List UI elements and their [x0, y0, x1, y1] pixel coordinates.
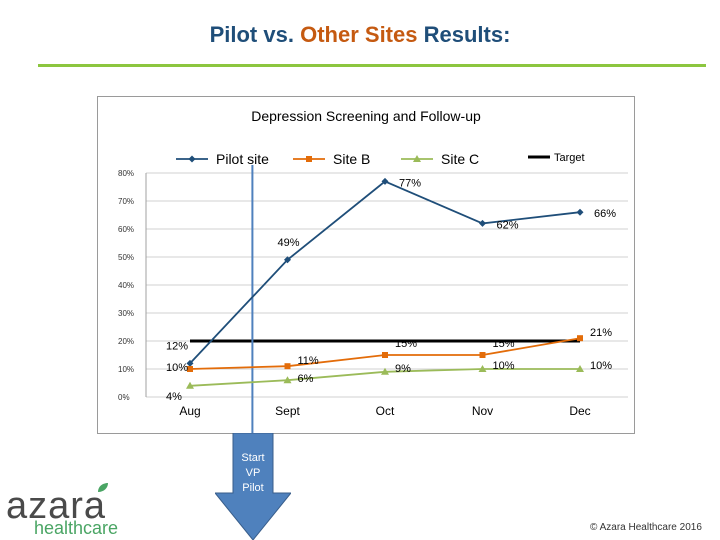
x-tick-label: Nov: [472, 404, 493, 418]
data-label: 12%: [166, 340, 188, 352]
data-point: [479, 219, 486, 227]
data-label: 9%: [395, 363, 411, 375]
arrow-line-1: Start: [241, 452, 265, 464]
data-point: [284, 363, 291, 370]
data-label: 10%: [493, 360, 515, 372]
data-label: 15%: [395, 338, 417, 350]
x-tick-label: Dec: [569, 404, 590, 418]
start-pilot-arrow: [215, 433, 291, 540]
y-tick-label: 40%: [118, 281, 134, 290]
data-label: 77%: [399, 177, 421, 189]
data-point: [577, 335, 583, 342]
y-tick-label: 10%: [118, 365, 134, 374]
data-label: 10%: [590, 360, 612, 372]
data-point: [284, 256, 291, 264]
chart-svg: Depression Screening and Follow-up 0% 10% 2…: [118, 108, 628, 433]
slide-title: Pilot vs. Other Sites Results:: [0, 22, 720, 48]
legend-swatch-marker: [188, 155, 196, 163]
data-point: [187, 366, 193, 372]
data-label: 10%: [166, 362, 188, 374]
data-label: 62%: [497, 219, 519, 231]
title-word-results: Results:: [423, 22, 511, 47]
legend-target-label: Target: [554, 152, 585, 164]
legend-label: Pilot site: [216, 151, 269, 167]
data-point: [186, 359, 194, 367]
title-rule: [38, 64, 706, 67]
legend-label: Site C: [441, 151, 479, 167]
title-word-vs: vs.: [263, 22, 294, 47]
title-word-pilot: Pilot: [209, 22, 258, 47]
arrow-line-3: Pilot: [242, 482, 264, 494]
data-point: [283, 376, 292, 384]
data-point: [381, 367, 389, 375]
data-label: 6%: [298, 373, 314, 385]
leaf-icon: [98, 483, 108, 492]
arrow-label: Start VP Pilot: [230, 451, 276, 496]
copyright: © Azara Healthcare 2016: [590, 522, 702, 533]
legend-swatch-marker: [413, 155, 421, 162]
y-tick-label: 60%: [118, 225, 134, 234]
data-point: [381, 177, 389, 185]
x-tick-label: Oct: [376, 404, 395, 418]
y-tick-label: 20%: [118, 337, 134, 346]
arrow-shape: [215, 433, 291, 540]
y-tick-label: 70%: [118, 197, 134, 206]
title-word-other-sites: Other Sites: [300, 22, 418, 47]
y-tick-label: 50%: [118, 253, 134, 262]
data-point: [576, 208, 584, 216]
logo-sub-text: healthcare: [34, 518, 119, 538]
data-label: 66%: [594, 208, 616, 220]
chart-title: Depression Screening and Follow-up: [251, 108, 481, 124]
y-tick-label: 0%: [118, 393, 130, 402]
data-label: 15%: [493, 338, 515, 350]
data-point: [186, 381, 194, 389]
chart-frame: Depression Screening and Follow-up 0% 10% 2…: [97, 96, 635, 434]
data-label: 21%: [590, 327, 612, 339]
data-label: 49%: [278, 237, 300, 249]
y-tick-label: 80%: [118, 169, 134, 178]
data-point: [478, 365, 487, 372]
arrow-line-2: VP: [245, 467, 261, 479]
data-label: 11%: [298, 355, 319, 367]
legend-label: Site B: [333, 151, 370, 167]
legend-swatch-marker: [306, 156, 312, 162]
series-line-0: [189, 180, 581, 365]
data-point: [479, 352, 486, 358]
logo-main-text: azara: [6, 485, 107, 527]
x-tick-label: Aug: [179, 404, 200, 418]
azara-logo: azara healthcare: [6, 483, 146, 538]
data-label: 4%: [166, 391, 182, 403]
x-tick-label: Sept: [275, 404, 300, 418]
data-point: [576, 365, 584, 372]
data-point: [382, 352, 388, 358]
y-tick-label: 30%: [118, 309, 134, 318]
